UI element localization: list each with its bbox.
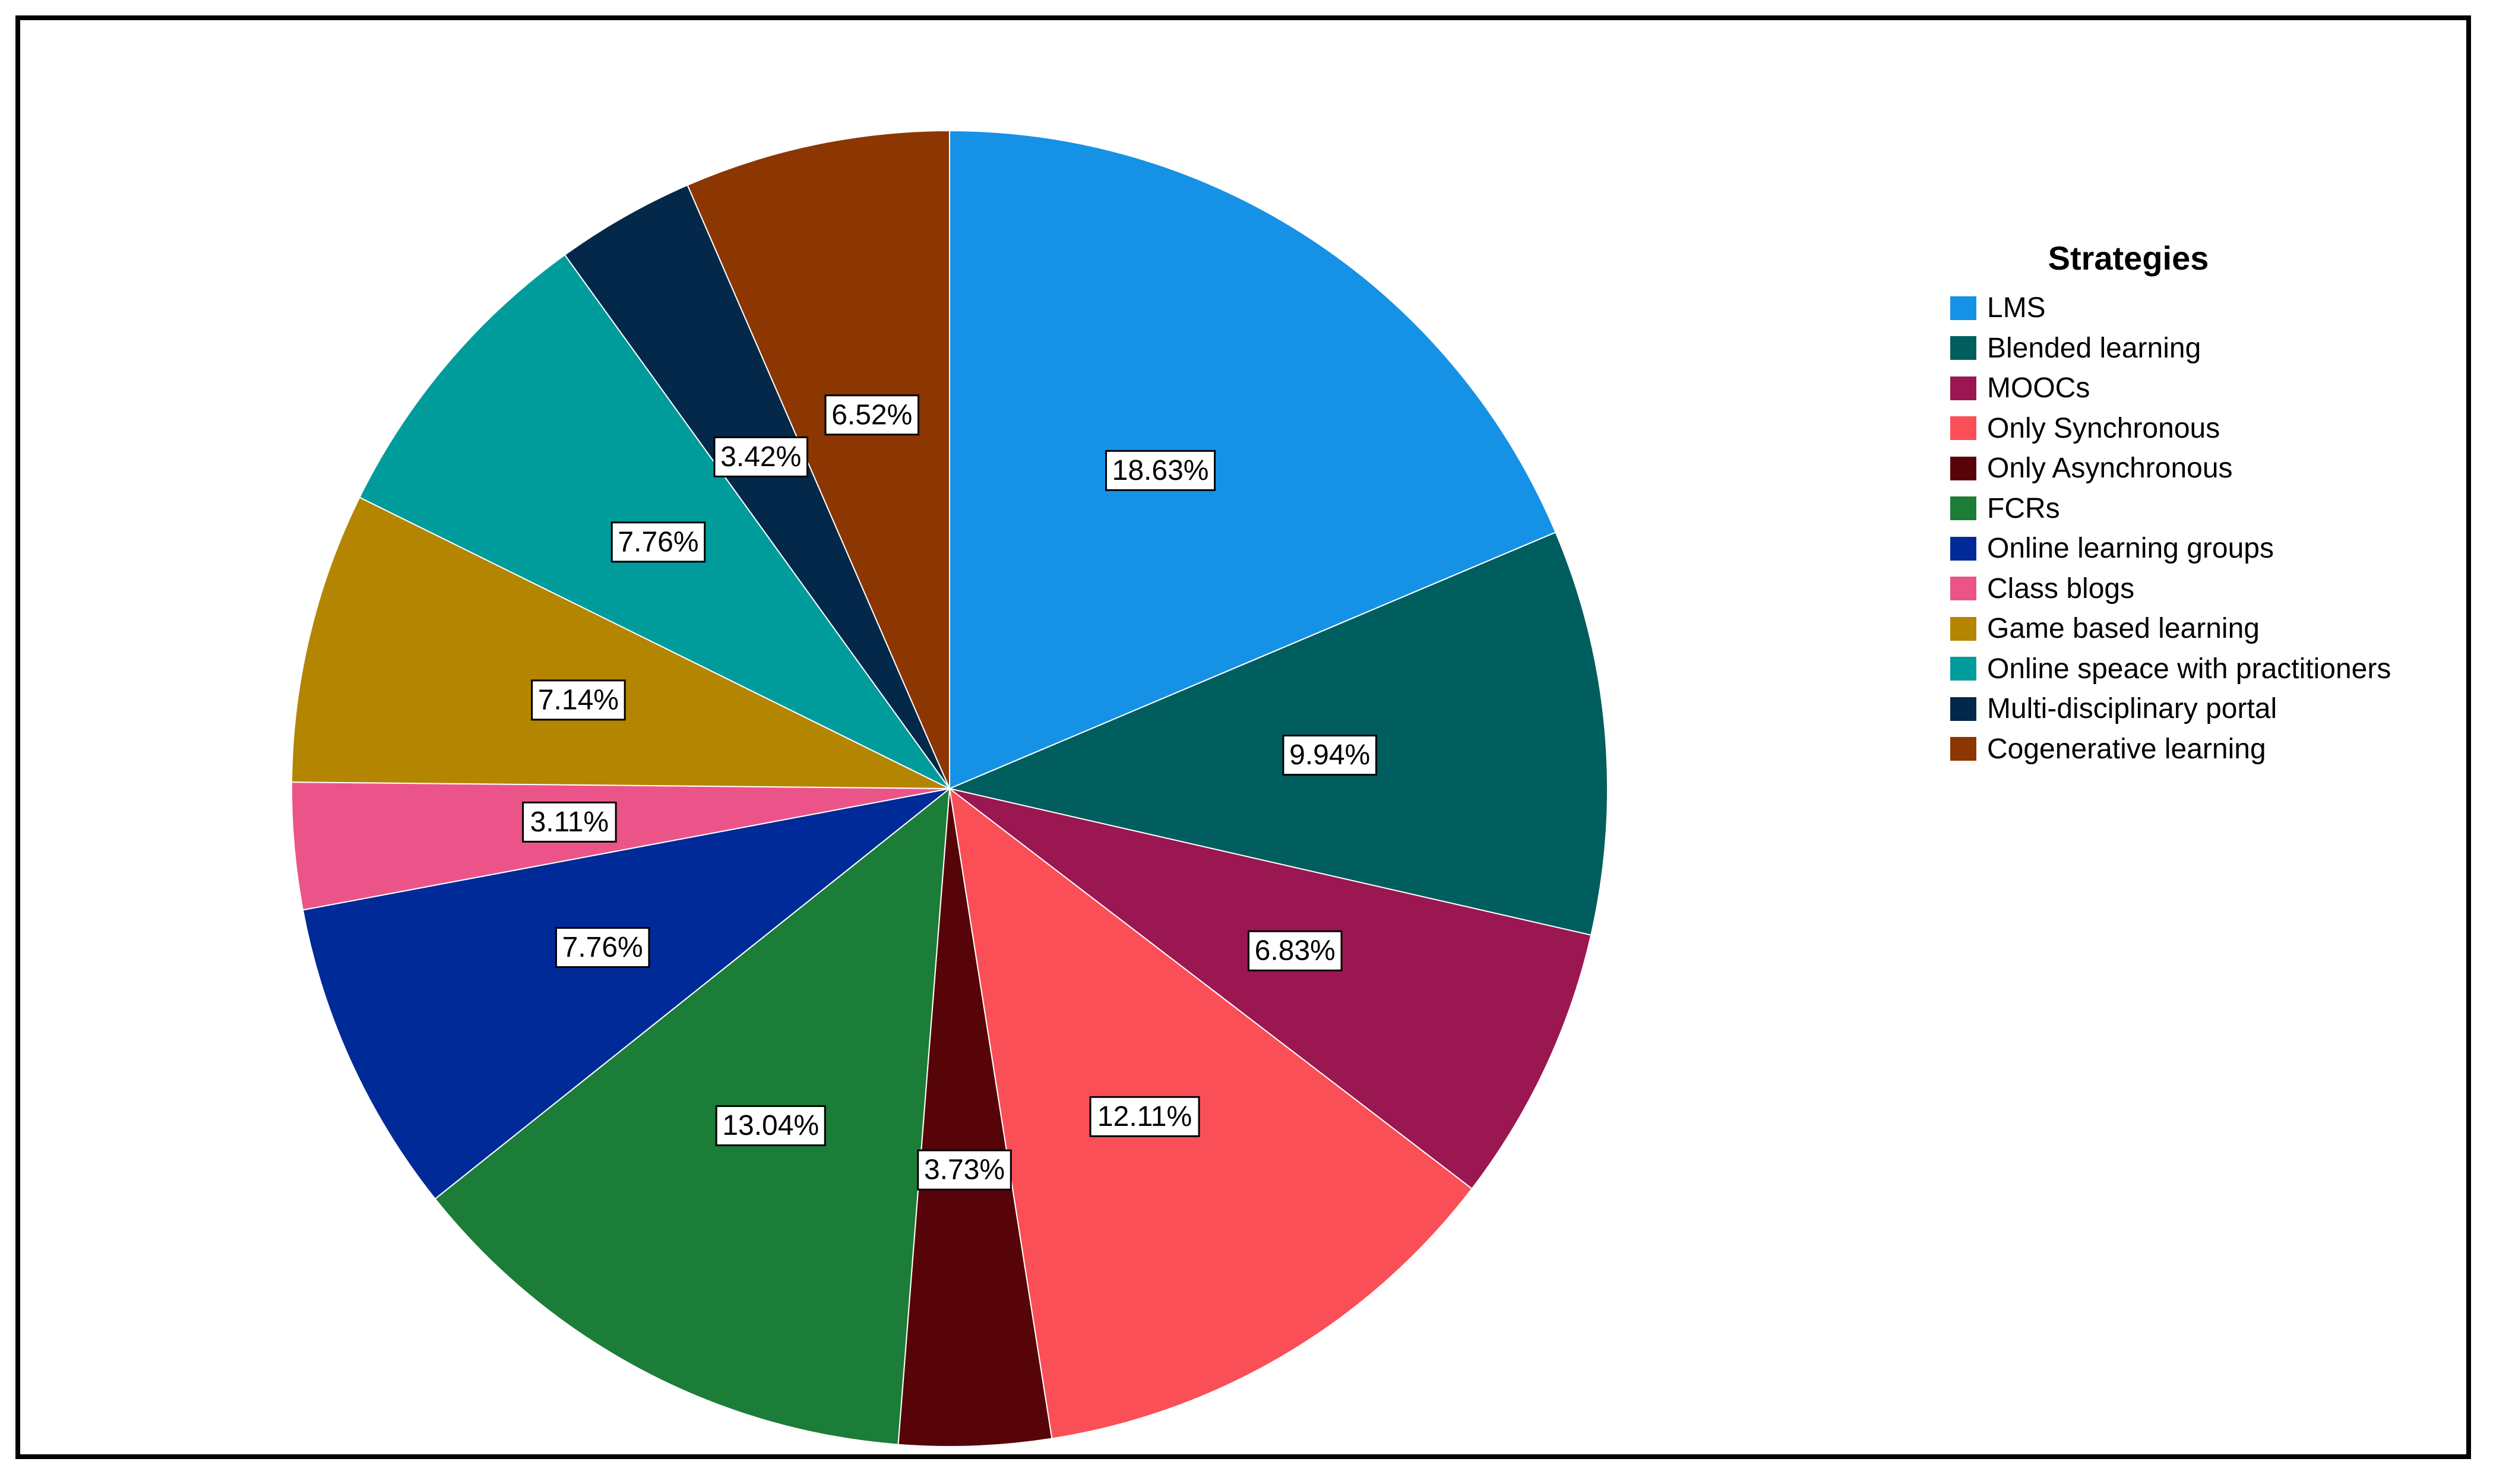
slice-label-box xyxy=(522,801,617,843)
legend-swatch xyxy=(1950,416,1976,441)
legend-swatch xyxy=(1950,496,1976,521)
pie-slice-only-asynchronous xyxy=(897,788,1053,1447)
slice-label-only-asynchronous: 3.73% xyxy=(917,1149,1012,1191)
slice-label-box xyxy=(1282,735,1377,776)
legend-label: Only Asynchronous xyxy=(1987,453,2233,485)
legend-item-online-learning-groups: Online learning groups xyxy=(1950,529,2485,569)
legend-item-class-blogs: Class blogs xyxy=(1950,569,2485,609)
legend-label: Online speace with practitioners xyxy=(1987,653,2391,685)
slice-label-lms: 18.63% xyxy=(1105,450,1216,491)
slice-label-text: 3.73% xyxy=(924,1154,1005,1186)
legend-item-online-speace-with-practitioners: Online speace with practitioners xyxy=(1950,649,2485,689)
chart-frame: 18.63% 9.94% 6.83% 12.11% 3.73% 13.04% 7.76% 3.… xyxy=(15,15,2471,1459)
slice-label-blended-learning: 9.94% xyxy=(1282,735,1377,776)
slice-label-text: 7.76% xyxy=(562,932,643,963)
pie-slice-game-based-learning xyxy=(291,496,950,789)
slice-label-text: 3.42% xyxy=(720,441,801,473)
legend-label: Class blogs xyxy=(1987,572,2135,605)
pie-slice-moocs xyxy=(949,788,1592,1190)
pie-slice-fcrs xyxy=(434,787,951,1445)
legend-item-game-based-learning: Game based learning xyxy=(1950,609,2485,649)
slice-label-box xyxy=(713,436,809,477)
legend-label: MOOCs xyxy=(1987,372,2090,404)
slice-label-box xyxy=(610,521,706,563)
pie-slice-blended-learning xyxy=(947,531,1609,936)
slice-label-online-speace-with-practitioners: 7.76% xyxy=(610,521,706,563)
legend-swatch xyxy=(1950,616,1976,641)
legend-label: Online learning groups xyxy=(1987,533,2274,565)
legend-item-only-asynchronous: Only Asynchronous xyxy=(1950,448,2485,489)
slice-label-text: 13.04% xyxy=(722,1110,819,1141)
legend-label: Only Synchronous xyxy=(1987,412,2220,444)
legend-label: LMS xyxy=(1987,292,2046,324)
legend-items: LMS Blended learning MOOCs Only Synchronous… xyxy=(1950,288,2485,769)
legend-item-moocs: MOOCs xyxy=(1950,368,2485,409)
legend-label: Game based learning xyxy=(1987,613,2260,645)
pie-slice-labels: 18.63% 9.94% 6.83% 12.11% 3.73% 13.04% 7.76% 3.… xyxy=(522,394,1377,1191)
legend-item-only-synchronous: Only Synchronous xyxy=(1950,409,2485,449)
pie-slice-lms xyxy=(949,129,1556,790)
slice-label-text: 18.63% xyxy=(1112,455,1209,486)
slice-label-box xyxy=(715,1105,826,1147)
slice-label-box xyxy=(1105,450,1216,491)
pie-slice-online-learning-groups xyxy=(302,788,950,1200)
legend-title: Strategies xyxy=(2048,239,2209,277)
legend-label: FCRs xyxy=(1987,492,2060,524)
pie-slices xyxy=(291,129,1609,1447)
pie-chart: 18.63% 9.94% 6.83% 12.11% 3.73% 13.04% 7.76% 3.… xyxy=(291,129,1609,1447)
slice-label-online-learning-groups: 7.76% xyxy=(555,927,650,969)
slice-label-multi-disciplinary-portal: 3.42% xyxy=(713,436,809,477)
legend-label: Multi-disciplinary portal xyxy=(1987,693,2277,725)
slice-label-text: 9.94% xyxy=(1289,739,1370,771)
legend-item-multi-disciplinary-portal: Multi-disciplinary portal xyxy=(1950,689,2485,729)
legend-item-lms: LMS xyxy=(1950,288,2485,328)
pie-slice-multi-disciplinary-portal xyxy=(564,184,950,789)
pie-slice-cogenerative-learning xyxy=(686,129,950,789)
legend-label: Cogenerative learning xyxy=(1987,733,2266,765)
pie-slice-only-synchronous xyxy=(948,787,1473,1439)
slice-label-box xyxy=(1089,1096,1200,1137)
legend-swatch xyxy=(1950,376,1976,400)
slice-label-game-based-learning: 7.14% xyxy=(531,679,626,721)
slice-label-box xyxy=(531,679,626,721)
slice-label-text: 12.11% xyxy=(1097,1101,1192,1132)
slice-label-text: 6.83% xyxy=(1255,935,1336,967)
slice-label-fcrs: 13.04% xyxy=(715,1105,826,1147)
slice-label-box xyxy=(824,394,920,436)
slice-label-box xyxy=(1247,930,1343,972)
legend-item-cogenerative-learning: Cogenerative learning xyxy=(1950,729,2485,770)
slice-label-box xyxy=(555,927,650,969)
slice-label-only-synchronous: 12.11% xyxy=(1089,1096,1200,1137)
slice-label-cogenerative-learning: 6.52% xyxy=(824,394,920,436)
slice-label-class-blogs: 3.11% xyxy=(522,801,617,843)
legend-swatch xyxy=(1950,657,1976,681)
slice-label-text: 3.11% xyxy=(530,806,609,838)
legend-item-fcrs: FCRs xyxy=(1950,489,2485,529)
slice-label-text: 6.52% xyxy=(831,399,912,431)
legend-swatch xyxy=(1950,336,1976,360)
slice-label-text: 7.76% xyxy=(618,526,698,558)
legend-swatch xyxy=(1950,737,1976,761)
legend-swatch xyxy=(1950,296,1976,320)
legend: Strategies LMS Blended learning MOOCs Only … xyxy=(1950,239,2485,769)
legend-swatch xyxy=(1950,577,1976,601)
legend-swatch xyxy=(1950,697,1976,721)
slice-label-text: 7.14% xyxy=(538,684,619,716)
legend-swatch xyxy=(1950,536,1976,561)
slice-label-box xyxy=(917,1149,1012,1191)
legend-swatch xyxy=(1950,456,1976,480)
slice-label-moocs: 6.83% xyxy=(1247,930,1343,972)
legend-label: Blended learning xyxy=(1987,332,2201,364)
legend-item-blended-learning: Blended learning xyxy=(1950,328,2485,369)
